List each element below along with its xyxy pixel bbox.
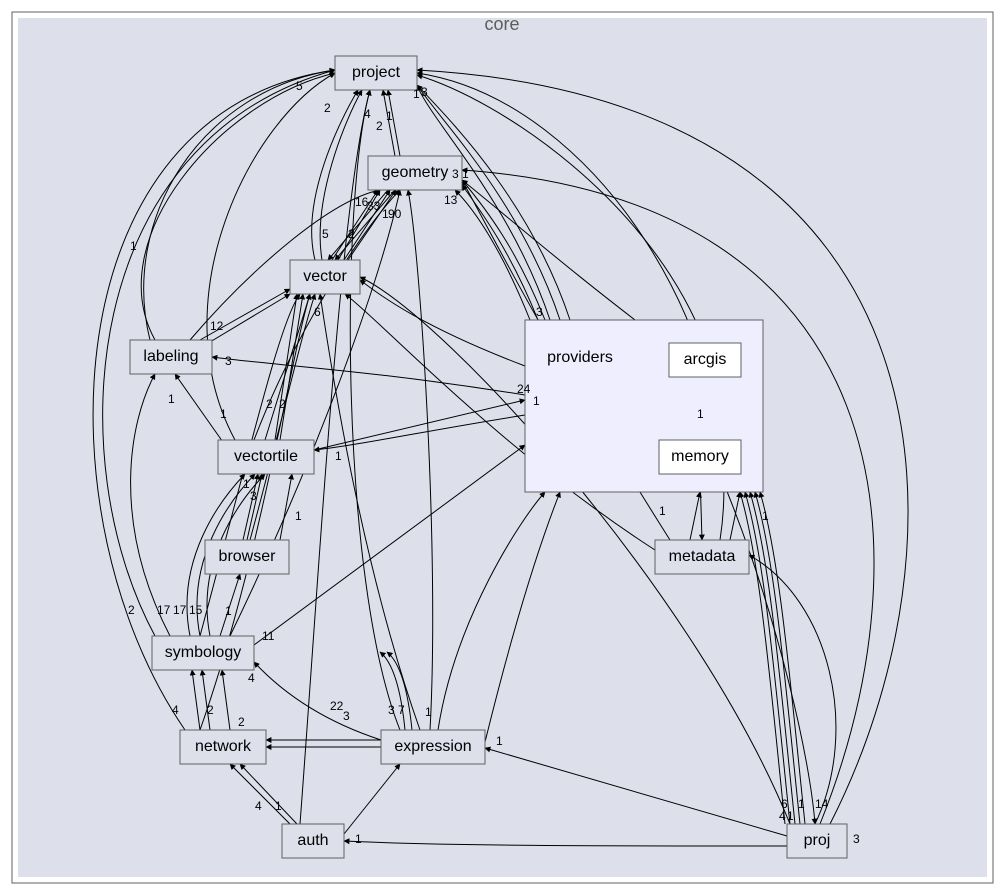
edge-label: 2 (128, 603, 135, 617)
edge-label: 3 (225, 354, 232, 368)
edge-label: 17 (157, 603, 171, 617)
node-label-geometry: geometry (382, 164, 449, 181)
edge-label: 2 (279, 397, 286, 411)
edge-label: 1 (382, 207, 389, 221)
node-project[interactable]: project (335, 56, 417, 90)
node-label-browser: browser (219, 548, 277, 565)
edge-label: 3 (343, 709, 350, 723)
node-label-symbology: symbology (165, 644, 241, 661)
node-arcgis[interactable]: arcgis (669, 343, 741, 377)
node-auth[interactable]: auth (282, 824, 344, 858)
edge-label: 1 (130, 239, 137, 253)
edge-label: 1 (386, 109, 393, 123)
edge-label: 3 (536, 305, 543, 319)
edge-label: 1 (335, 449, 342, 463)
node-label-vectortile: vectortile (234, 448, 298, 465)
edge-label: 1 (220, 407, 227, 421)
diagram-canvas: core providers arcgis memory project geometr… (0, 0, 1005, 895)
edge-label: 1 (659, 504, 666, 518)
edge-label: 6 (314, 305, 321, 319)
edge-label: 7 (398, 703, 405, 717)
edge-label: 1 (295, 509, 302, 523)
node-label-network: network (195, 738, 252, 755)
edge-label: 15 (189, 603, 203, 617)
edge-label: 4 (364, 107, 371, 121)
node-label-proj: proj (804, 832, 831, 849)
edge-label: 1 (355, 832, 362, 846)
node-browser[interactable]: browser (205, 540, 289, 574)
node-network[interactable]: network (180, 730, 266, 764)
edge-label: 4 (172, 703, 179, 717)
node-vector[interactable]: vector (290, 260, 360, 294)
node-label-expression: expression (394, 738, 471, 755)
edge-label: 1 (425, 705, 432, 719)
edge-label: 33 (367, 199, 381, 213)
edge-label: 4 (779, 809, 786, 823)
node-expression[interactable]: expression (381, 730, 485, 764)
edge-label: 12 (210, 319, 224, 333)
edge-label: 3 (250, 489, 257, 503)
edge-label: 1 (533, 394, 540, 408)
edge-label: 1 (787, 809, 794, 823)
node-label-project: project (352, 64, 401, 81)
edge-label: 4 (248, 671, 255, 685)
edge-label: 2 (238, 715, 245, 729)
edge-label: 3 (452, 167, 459, 181)
edge-label: 2 (207, 703, 214, 717)
edge-label: 1 (762, 509, 769, 523)
edge-label: 1 (462, 167, 469, 181)
edge-label: 1 (225, 604, 232, 618)
node-label-arcgis: arcgis (684, 351, 727, 368)
edge-label: 11 (262, 629, 275, 643)
node-metadata[interactable]: metadata (655, 540, 749, 574)
edge-label: 3 (421, 85, 428, 99)
diagram-title: core (484, 14, 519, 34)
edge-label: 1 (243, 477, 250, 491)
node-symbology[interactable]: symbology (152, 636, 254, 670)
edge-label: 2 (324, 101, 331, 115)
node-label-memory: memory (671, 448, 729, 465)
edge-label: 1 (275, 799, 282, 813)
node-label-providers: providers (547, 349, 613, 366)
edge-label: 90 (388, 207, 402, 221)
node-labeling[interactable]: labeling (130, 340, 212, 374)
node-label-labeling: labeling (143, 348, 198, 365)
edge-label: 22 (330, 699, 344, 713)
edge-label: 13 (444, 193, 458, 207)
edge-label: 1 (697, 407, 704, 421)
node-geometry[interactable]: geometry (368, 156, 462, 190)
background (18, 18, 987, 877)
edge-label: 4 (255, 799, 262, 813)
node-proj[interactable]: proj (787, 824, 847, 858)
edge-label: 1 (798, 797, 805, 811)
edge-label: 2 (266, 397, 273, 411)
node-vectortile[interactable]: vectortile (218, 440, 314, 474)
edge-label: 5 (322, 227, 329, 241)
edge-label: 17 (173, 603, 187, 617)
edge-label: 3 (388, 703, 395, 717)
edge-label: 14 (815, 797, 829, 811)
edge-label: 1 (413, 87, 420, 101)
edge-label: 2 (376, 119, 383, 133)
node-label-auth: auth (297, 832, 328, 849)
edge-label: 2 (348, 227, 355, 241)
node-label-vector: vector (303, 268, 347, 285)
edge-label: 3 (853, 832, 860, 846)
edge-label: 1 (496, 734, 503, 748)
edge-label: 5 (296, 79, 303, 93)
node-memory[interactable]: memory (659, 440, 741, 474)
edge-label: 24 (517, 382, 531, 396)
node-label-metadata: metadata (669, 548, 736, 565)
edge-label: 1 (168, 392, 175, 406)
